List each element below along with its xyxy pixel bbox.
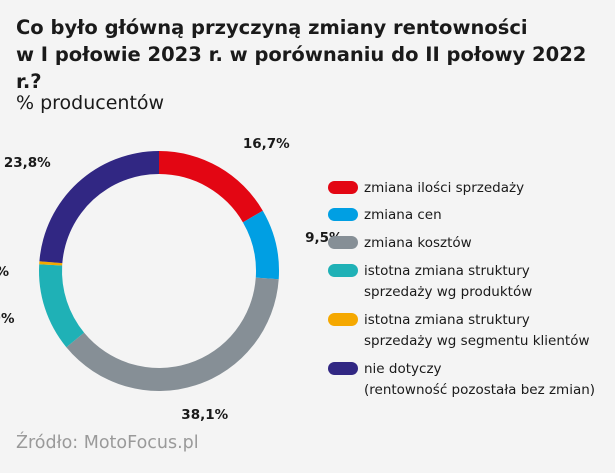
donut-slice	[39, 261, 63, 266]
legend-swatch	[328, 208, 358, 221]
chart-title-line-2: w I połowie 2023 r. w porównaniu do II p…	[16, 43, 587, 93]
slice-value-label: 0%	[0, 264, 9, 280]
legend-swatch	[328, 181, 358, 194]
slice-value-label: 23,8%	[4, 155, 51, 171]
chart-subtitle: % producentów	[16, 92, 165, 114]
slice-value-label: 11,9%	[0, 311, 15, 327]
legend-label: istotna zmiana struktury sprzedaży wg pro…	[364, 261, 614, 303]
legend-label: zmiana kosztów	[364, 233, 614, 254]
legend-label-line: nie dotyczy	[364, 361, 442, 377]
legend-label-line: (rentowność pozostała bez zmian)	[364, 382, 596, 398]
slice-value-label: 16,7%	[243, 136, 290, 152]
legend-label: zmiana cen	[364, 205, 614, 226]
legend-swatch	[328, 264, 358, 277]
source-note: Źródło: MotoFocus.pl	[16, 433, 199, 453]
legend-label: zmiana ilości sprzedaży	[364, 178, 614, 199]
legend-swatch	[328, 236, 358, 249]
donut-slice	[39, 151, 159, 264]
donut-slice	[242, 210, 280, 280]
legend-label-line: sprzedaży wg segmentu klientów	[364, 333, 590, 349]
donut-slice	[39, 264, 85, 348]
legend-swatch	[328, 362, 358, 375]
legend-label-line: zmiana ilości sprzedaży	[364, 180, 525, 196]
donut-slice	[159, 151, 263, 223]
legend-label-line: zmiana cen	[364, 207, 442, 223]
legend-label-line: istotna zmiana struktury	[364, 312, 530, 328]
chart-title-line-1: Co było główną przyczyną zmiany rentowno…	[16, 16, 528, 39]
chart-title: Co było główną przyczyną zmiany rentowno…	[16, 14, 606, 95]
legend-label-line: zmiana kosztów	[364, 235, 472, 251]
legend-label: nie dotyczy (rentowność pozostała bez zmi…	[364, 359, 614, 401]
donut-slices	[39, 151, 280, 391]
legend-label-line: istotna zmiana struktury	[364, 263, 530, 279]
slice-value-label: 38,1%	[181, 407, 228, 423]
legend-swatch	[328, 313, 358, 326]
legend-label-line: sprzedaży wg produktów	[364, 284, 533, 300]
donut-slice	[66, 277, 279, 391]
legend-label: istotna zmiana struktury sprzedaży wg seg…	[364, 310, 614, 352]
